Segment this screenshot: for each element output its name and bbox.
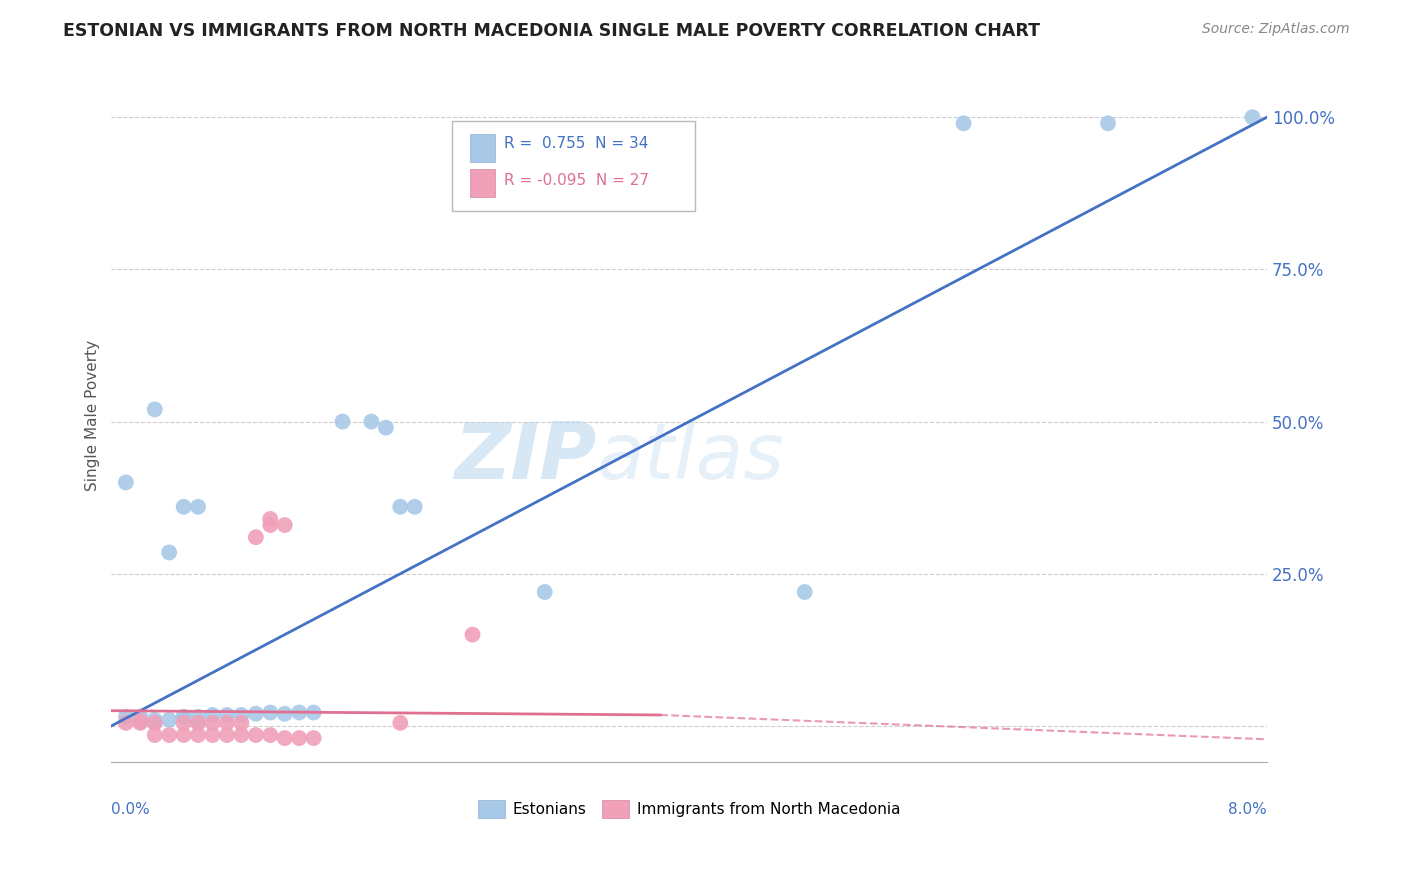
Point (129, 715, 152, 730)
Point (1097, 116, 1119, 130)
Point (259, 518, 281, 533)
Point (187, 728, 209, 742)
Y-axis label: Single Male Poverty: Single Male Poverty (86, 340, 100, 491)
Text: 0.0%: 0.0% (111, 803, 150, 817)
Point (259, 728, 281, 742)
Point (461, 627, 484, 641)
Legend: Estonians, Immigrants from North Macedonia: Estonians, Immigrants from North Macedon… (471, 794, 907, 824)
Point (302, 706, 325, 720)
Point (231, 715, 253, 730)
Point (173, 710, 195, 724)
Point (288, 706, 311, 720)
Bar (470, 135, 495, 162)
Point (157, 728, 180, 742)
Point (173, 715, 195, 730)
Point (231, 728, 253, 742)
Point (245, 530, 267, 544)
Point (245, 728, 267, 742)
Point (389, 500, 412, 514)
Point (173, 710, 195, 724)
Point (201, 728, 224, 742)
Point (274, 706, 297, 721)
Point (215, 715, 238, 730)
Point (793, 585, 815, 599)
Point (231, 708, 253, 723)
Point (274, 518, 297, 533)
Text: atlas: atlas (596, 419, 785, 495)
Point (115, 710, 138, 724)
Point (187, 500, 209, 514)
Point (360, 415, 382, 429)
Point (201, 715, 224, 730)
Point (143, 402, 166, 417)
Point (259, 706, 281, 720)
Point (173, 728, 195, 742)
Point (143, 715, 166, 730)
FancyBboxPatch shape (453, 120, 695, 211)
Point (143, 728, 166, 742)
Text: R = -0.095  N = 27: R = -0.095 N = 27 (505, 173, 650, 188)
Bar (470, 169, 495, 197)
Point (404, 500, 426, 514)
Point (245, 706, 267, 721)
Point (215, 708, 238, 723)
Text: ESTONIAN VS IMMIGRANTS FROM NORTH MACEDONIA SINGLE MALE POVERTY CORRELATION CHAR: ESTONIAN VS IMMIGRANTS FROM NORTH MACEDO… (63, 22, 1040, 40)
Point (129, 714, 152, 728)
Point (952, 116, 974, 130)
Point (187, 715, 209, 730)
Point (187, 710, 209, 724)
Point (129, 714, 152, 728)
Text: ZIP: ZIP (454, 419, 596, 495)
Point (173, 500, 195, 514)
Point (374, 420, 396, 434)
Point (157, 545, 180, 559)
Point (115, 475, 138, 490)
Point (302, 731, 325, 745)
Point (187, 715, 209, 730)
Text: 8.0%: 8.0% (1229, 803, 1267, 817)
Point (215, 728, 238, 742)
Point (129, 710, 152, 724)
Point (533, 585, 555, 599)
Point (143, 713, 166, 727)
Text: Source: ZipAtlas.com: Source: ZipAtlas.com (1202, 22, 1350, 37)
Point (259, 512, 281, 526)
Point (115, 715, 138, 730)
Point (389, 715, 412, 730)
Point (143, 715, 166, 730)
Point (274, 731, 297, 745)
Point (1241, 110, 1264, 124)
Text: R =  0.755  N = 34: R = 0.755 N = 34 (505, 136, 648, 151)
Point (288, 731, 311, 745)
Point (201, 708, 224, 723)
Point (332, 415, 354, 429)
Point (157, 713, 180, 727)
